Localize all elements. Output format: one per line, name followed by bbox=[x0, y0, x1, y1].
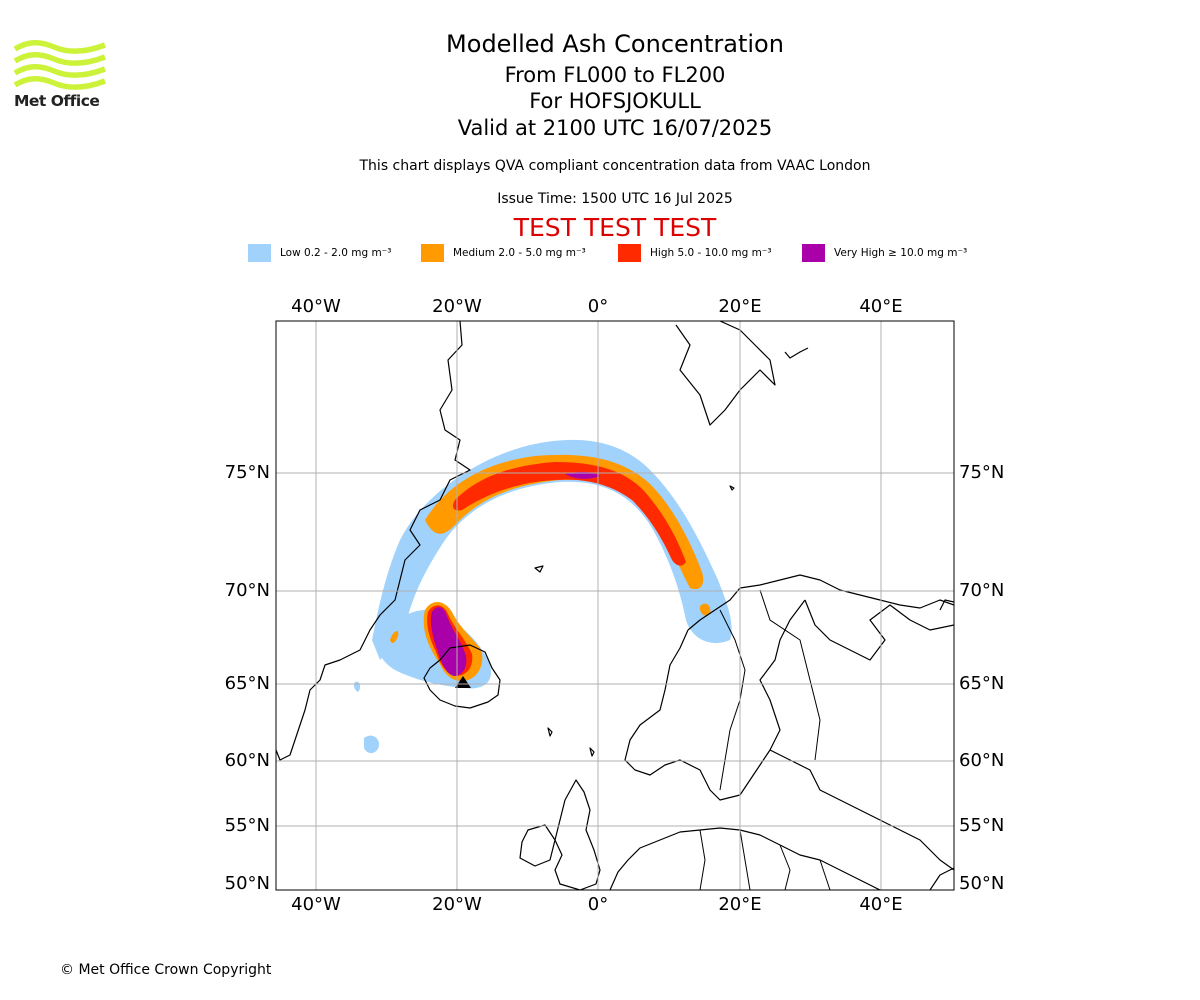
flight-level-range: From FL000 to FL200 bbox=[504, 63, 726, 87]
lat-label-left-55n: 55°N bbox=[225, 815, 270, 836]
lat-label-right-55n: 55°N bbox=[959, 815, 1004, 836]
ash-low-area bbox=[354, 439, 732, 754]
coastlines bbox=[276, 321, 954, 890]
test-banner: TEST TEST TEST bbox=[513, 213, 717, 242]
legend-swatch-medium bbox=[421, 244, 444, 262]
lon-label-bottom-0: 0° bbox=[588, 894, 608, 915]
lon-label-top-20e: 20°E bbox=[718, 296, 761, 317]
logo-text: Met Office bbox=[14, 92, 100, 110]
lat-label-left-75n: 75°N bbox=[225, 462, 270, 483]
lon-label-bottom-40e: 40°E bbox=[859, 894, 902, 915]
valid-time: Valid at 2100 UTC 16/07/2025 bbox=[457, 116, 773, 140]
lon-label-bottom-40w: 40°W bbox=[291, 894, 341, 915]
lon-label-top-0: 0° bbox=[588, 296, 608, 317]
ash-very-high-area bbox=[430, 471, 600, 676]
lat-label-right-70n: 70°N bbox=[959, 580, 1004, 601]
met-office-logo bbox=[14, 40, 106, 90]
lon-label-bottom-20w: 20°W bbox=[432, 894, 482, 915]
copyright: © Met Office Crown Copyright bbox=[60, 962, 272, 978]
legend-label-high: High 5.0 - 10.0 mg m⁻³ bbox=[650, 247, 772, 259]
legend-label-medium: Medium 2.0 - 5.0 mg m⁻³ bbox=[453, 247, 586, 259]
lat-label-right-65n: 65°N bbox=[959, 673, 1004, 694]
lat-label-right-50n: 50°N bbox=[959, 873, 1004, 894]
lat-label-left-65n: 65°N bbox=[225, 673, 270, 694]
map-frame bbox=[275, 320, 955, 891]
legend-label-low: Low 0.2 - 2.0 mg m⁻³ bbox=[280, 247, 392, 259]
chart-title: Modelled Ash Concentration bbox=[446, 30, 784, 58]
gridlines bbox=[276, 321, 954, 890]
lon-label-top-20w: 20°W bbox=[432, 296, 482, 317]
lon-label-bottom-20e: 20°E bbox=[718, 894, 761, 915]
legend-label-very-high: Very High ≥ 10.0 mg m⁻³ bbox=[834, 247, 968, 259]
lon-label-top-40w: 40°W bbox=[291, 296, 341, 317]
issue-time: Issue Time: 1500 UTC 16 Jul 2025 bbox=[497, 191, 733, 207]
lat-label-right-60n: 60°N bbox=[959, 750, 1004, 771]
lon-label-top-40e: 40°E bbox=[859, 296, 902, 317]
volcano-name: For HOFSJOKULL bbox=[529, 89, 701, 113]
lat-label-left-70n: 70°N bbox=[225, 580, 270, 601]
legend-swatch-very-high bbox=[802, 244, 825, 262]
legend-swatch-high bbox=[618, 244, 641, 262]
legend-swatch-low bbox=[248, 244, 271, 262]
volcano-marker bbox=[455, 676, 471, 688]
subtitle: This chart displays QVA compliant concen… bbox=[359, 158, 871, 174]
lat-label-left-50n: 50°N bbox=[225, 873, 270, 894]
lat-label-right-75n: 75°N bbox=[959, 462, 1004, 483]
lat-label-left-60n: 60°N bbox=[225, 750, 270, 771]
